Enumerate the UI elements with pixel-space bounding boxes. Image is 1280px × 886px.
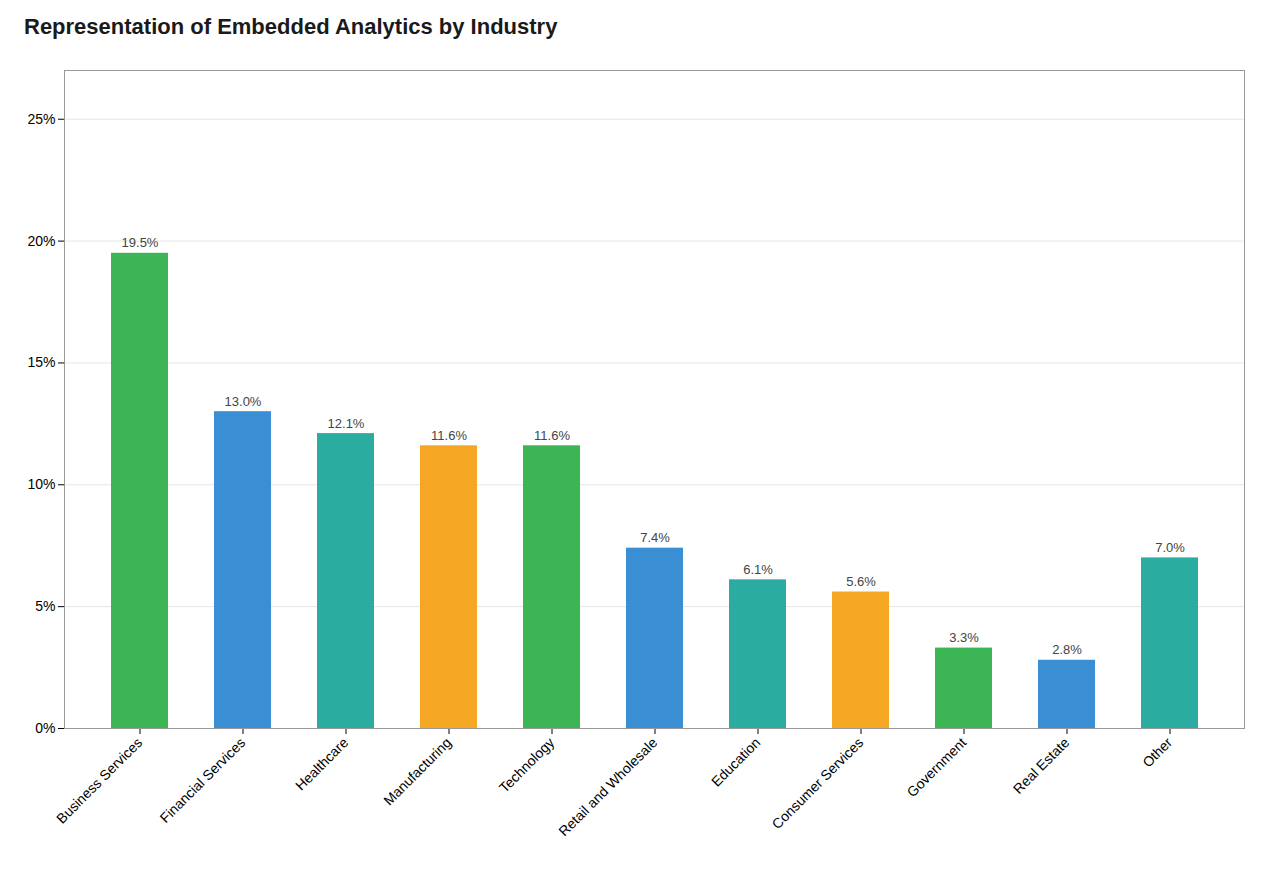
svg-text:0%: 0% — [35, 720, 55, 736]
svg-text:Financial Services: Financial Services — [157, 734, 249, 826]
svg-text:10%: 10% — [27, 476, 55, 492]
svg-text:Manufacturing: Manufacturing — [380, 734, 454, 808]
svg-text:3.3%: 3.3% — [949, 630, 979, 645]
svg-text:11.6%: 11.6% — [534, 428, 570, 443]
svg-text:11.6%: 11.6% — [431, 428, 467, 443]
svg-text:Education: Education — [708, 734, 763, 789]
svg-text:6.1%: 6.1% — [743, 562, 773, 577]
svg-text:Government: Government — [903, 734, 969, 800]
svg-text:Business Services: Business Services — [53, 734, 145, 826]
svg-text:19.5%: 19.5% — [122, 235, 159, 250]
html-text:Representation of Embedded Ana: Representation of Embedded Analytics by … — [24, 14, 558, 39]
svg-text:5.6%: 5.6% — [846, 574, 876, 589]
svg-text:Healthcare: Healthcare — [292, 734, 351, 793]
svg-text:Real Estate: Real Estate — [1010, 734, 1073, 797]
svg-text:15%: 15% — [27, 354, 55, 370]
svg-text:7.4%: 7.4% — [640, 530, 670, 545]
svg-text:25%: 25% — [27, 111, 55, 127]
svg-text:Technology: Technology — [496, 734, 557, 795]
svg-text:2.8%: 2.8% — [1052, 642, 1082, 657]
svg-text:Other: Other — [1139, 734, 1175, 770]
svg-text:5%: 5% — [35, 598, 55, 614]
svg-text:13.0%: 13.0% — [225, 394, 262, 409]
svg-text:Consumer Services: Consumer Services — [769, 734, 867, 832]
svg-text:12.1%: 12.1% — [328, 416, 365, 431]
svg-text:20%: 20% — [27, 233, 55, 249]
svg-text:7.0%: 7.0% — [1155, 540, 1185, 555]
svg-text:Retail and Wholesale: Retail and Wholesale — [555, 734, 660, 839]
